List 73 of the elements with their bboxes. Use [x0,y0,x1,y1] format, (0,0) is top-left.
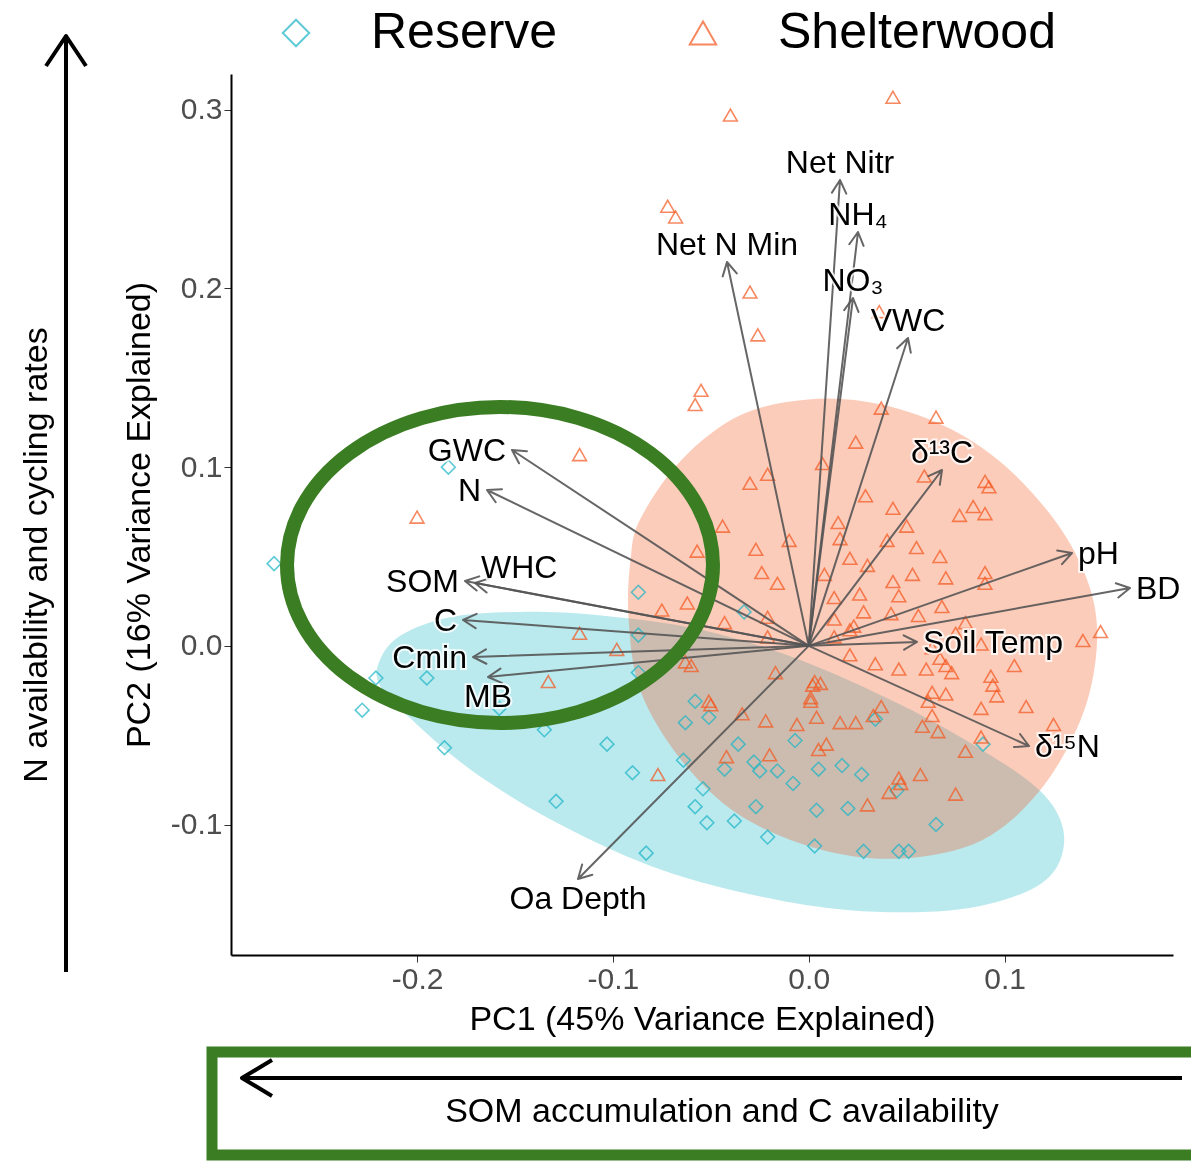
point [853,766,870,783]
point [769,763,786,779]
point [975,736,991,752]
point [548,793,564,810]
point [855,843,872,860]
annotation: GWC [427,432,506,469]
legend-label: Reserve [371,3,558,59]
annotation: Soil Temp [923,624,1063,661]
point [675,752,692,768]
text: N availability and cycling rates [15,327,55,783]
point [834,757,850,774]
point [701,709,717,726]
text: SOM accumulation and C availability [445,1090,999,1130]
x-tick-label: 0.0 [788,961,831,995]
annotation: Oa Depth [509,879,647,916]
annotation: BD [1136,570,1181,607]
y-tick-label: 0.2 [180,270,223,304]
point [900,843,917,860]
point [687,798,703,815]
point [726,813,743,829]
annotation: δ¹³C [910,433,974,470]
point [806,838,823,854]
annotation: pH [1078,535,1119,572]
point [889,782,905,799]
annotation: MB [464,677,512,714]
point [677,715,694,731]
annotation: VWC [870,301,946,338]
point [867,711,884,727]
point [699,815,715,831]
point [752,763,768,779]
point [436,740,453,756]
point [266,555,282,572]
point [785,775,801,792]
annotation: SOM [386,563,459,600]
point [419,670,435,686]
y-tick-label: 0.0 [180,628,223,662]
point [787,732,803,749]
point [687,693,703,709]
point [368,670,384,686]
point [808,802,825,818]
annotation: δ¹⁵N [1035,728,1100,765]
point [630,584,647,600]
point [716,761,733,777]
point [810,761,827,777]
legend-label: Shelterwood [778,3,1056,59]
y-tick-label: 0.1 [180,449,223,483]
point [638,845,654,861]
annotation: WHC [481,548,558,585]
annotation: Net N Min [655,225,799,262]
x-axis-title: PC1 (45% Variance Explained) [469,998,936,1037]
point [730,736,746,752]
annotation: C [433,602,457,639]
point [748,798,764,815]
point [759,829,776,845]
x-tick-label: -0.2 [391,961,444,995]
point [354,702,370,718]
point [599,736,615,752]
point [840,800,856,817]
annotation: Net Nitr [785,143,895,180]
x-tick-label: 0.1 [984,961,1026,995]
y-tick-label: 0.3 [180,92,223,126]
x-tick-label: -0.1 [587,961,640,995]
point [891,843,907,860]
point [746,754,762,770]
point [928,816,944,833]
point [695,781,711,797]
point [624,765,641,781]
annotation: Cmin [392,639,467,676]
point [736,604,752,620]
point [630,627,647,643]
y-axis-title: PC2 (16% Variance Explained) [118,281,157,749]
annotation: N [457,472,481,509]
y-tick-label: -0.1 [170,807,223,841]
